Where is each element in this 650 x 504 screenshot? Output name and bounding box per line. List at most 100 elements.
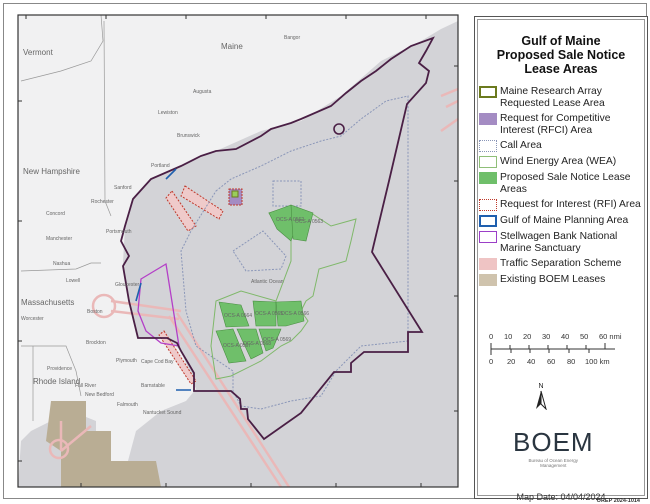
scale-label: 30	[542, 332, 550, 341]
lease-area	[236, 328, 264, 360]
place-label: Lowell	[66, 278, 80, 284]
planning-area-segment	[135, 168, 191, 391]
lease-label: OCS-A 0565	[255, 311, 283, 317]
legend-item-maine-research-array: Maine Research Array Requested Lease Are…	[479, 86, 647, 109]
lease-label: OCS-A 0568	[243, 341, 271, 347]
scale-label: 60 nmi	[599, 332, 622, 341]
legend-item-planning-area: Gulf of Maine Planning Area	[479, 215, 647, 227]
lease-label: OCS-A 0566	[281, 311, 309, 317]
boem-logo: BOEM Bureau of Ocean Energy Management	[513, 427, 594, 468]
legend-item-wea: Wind Energy Area (WEA)	[479, 156, 647, 168]
place-label: Falmouth	[117, 402, 138, 408]
swatch-icon	[479, 274, 497, 286]
legend-item-boem-leases: Existing BOEM Leases	[479, 274, 647, 286]
legend-title-line: Gulf of Maine	[521, 34, 601, 48]
state-label: Massachusetts	[21, 298, 74, 307]
lease-labels: OCS-A 0562 OCS-A 0563 OCS-A 0564 OCS-A 0…	[223, 217, 323, 349]
legend-items: Maine Research Array Requested Lease Are…	[475, 86, 647, 286]
lease-label: OCS-A 0567	[223, 343, 251, 349]
scale-label: 80	[567, 357, 575, 366]
lease-area	[218, 301, 250, 328]
legend-item-psn-lease-areas: Proposed Sale Notice Lease Areas	[479, 172, 647, 195]
place-label: Brunswick	[177, 133, 200, 139]
legend-label: Wind Energy Area (WEA)	[500, 156, 617, 167]
swatch-icon	[479, 258, 497, 270]
lease-label: OCS-A 0562	[276, 217, 304, 223]
map-id: OREP 2024-1014	[596, 498, 640, 504]
place-label: Bangor	[284, 35, 300, 41]
state-label: Vermont	[23, 48, 54, 57]
logo-subtitle: Management	[540, 463, 567, 468]
place-label: Nashua	[53, 261, 70, 267]
swatch-icon	[479, 140, 497, 152]
legend-label: Proposed Sale Notice Lease Areas	[500, 172, 631, 195]
lease-area	[275, 300, 305, 327]
lease-label: OCS-A 0563	[295, 219, 323, 225]
legend-panel: Gulf of Maine Proposed Sale Notice Lease…	[474, 16, 648, 502]
north-arrow: N	[535, 383, 547, 415]
scale-label: 0	[489, 357, 493, 366]
ocean-area	[18, 21, 458, 487]
state-label: New Hampshire	[23, 167, 80, 176]
traffic-separation-scheme	[48, 87, 459, 488]
legend-item-stellwagen: Stellwagen Bank National Marine Sanctuar…	[479, 231, 647, 254]
state-label: Maine	[221, 42, 243, 51]
place-label: Rochester	[91, 199, 114, 205]
place-label: Portland	[151, 163, 170, 169]
place-label: Gloucester	[115, 282, 140, 288]
scale-label: 60	[547, 357, 555, 366]
swatch-icon	[479, 215, 497, 227]
water-label: Nantucket Sound	[143, 410, 182, 416]
lease-label: OCS-A 0569	[263, 337, 291, 343]
legend-label: Request for Competitive Interest (RFCI) …	[500, 113, 611, 136]
place-label: New Bedford	[85, 392, 114, 398]
logo-subtitle: Bureau of Ocean Energy	[528, 458, 579, 463]
swatch-icon	[479, 156, 497, 168]
planning-area-island	[333, 123, 345, 135]
scale-label: 0	[489, 332, 493, 341]
legend-label: Existing BOEM Leases	[500, 274, 606, 285]
north-arrow-icon	[536, 390, 547, 411]
legend-item-rfci: Request for Competitive Interest (RFCI) …	[479, 113, 647, 136]
map-date: Map Date: 04/04/2024	[516, 492, 606, 502]
call-area	[180, 95, 409, 410]
scale-label: 20	[507, 357, 515, 366]
swatch-icon	[479, 199, 497, 211]
call-area	[232, 180, 302, 272]
place-label: Plymouth	[116, 358, 137, 364]
state-border	[103, 20, 112, 217]
scale-label: 50	[580, 332, 588, 341]
legend-label: Call Area	[500, 140, 542, 151]
graticule-ticks	[18, 15, 458, 487]
water-label: Cape Cod Bay	[141, 359, 174, 365]
legend-item-call-area: Call Area	[479, 140, 647, 152]
existing-boem-leases	[46, 401, 161, 487]
map-document: OCS-A 0562 OCS-A 0563 OCS-A 0564 OCS-A 0…	[3, 3, 648, 504]
legend-title: Gulf of Maine Proposed Sale Notice Lease…	[475, 34, 647, 76]
place-labels: Vermont Maine New Hampshire Massachusett…	[21, 35, 300, 416]
place-label: Providence	[47, 366, 72, 372]
maine-research-array	[231, 190, 239, 198]
state-border	[20, 262, 101, 272]
place-label: Worcester	[21, 316, 44, 322]
place-label: Brockton	[86, 340, 106, 346]
lease-area	[215, 328, 247, 364]
lease-area	[258, 328, 282, 352]
legend-label: Request for Interest (RFI) Area	[500, 199, 641, 210]
swatch-icon	[479, 172, 497, 184]
map-canvas: OCS-A 0562 OCS-A 0563 OCS-A 0564 OCS-A 0…	[4, 4, 470, 498]
scale-label: 40	[527, 357, 535, 366]
place-label: Fall River	[75, 383, 96, 389]
place-label: Concord	[46, 211, 65, 217]
place-label: Manchester	[46, 236, 72, 242]
swatch-icon	[479, 86, 497, 98]
legend-item-tss: Traffic Separation Scheme	[479, 258, 647, 270]
place-label: Augusta	[193, 89, 212, 95]
lease-label: OCS-A 0564	[224, 313, 252, 319]
scale-label: 10	[504, 332, 512, 341]
north-label: N	[538, 383, 544, 390]
proposed-sale-lease-areas	[215, 204, 314, 364]
state-border	[20, 14, 104, 82]
scale-label: 40	[561, 332, 569, 341]
place-label: Boston	[87, 309, 103, 315]
